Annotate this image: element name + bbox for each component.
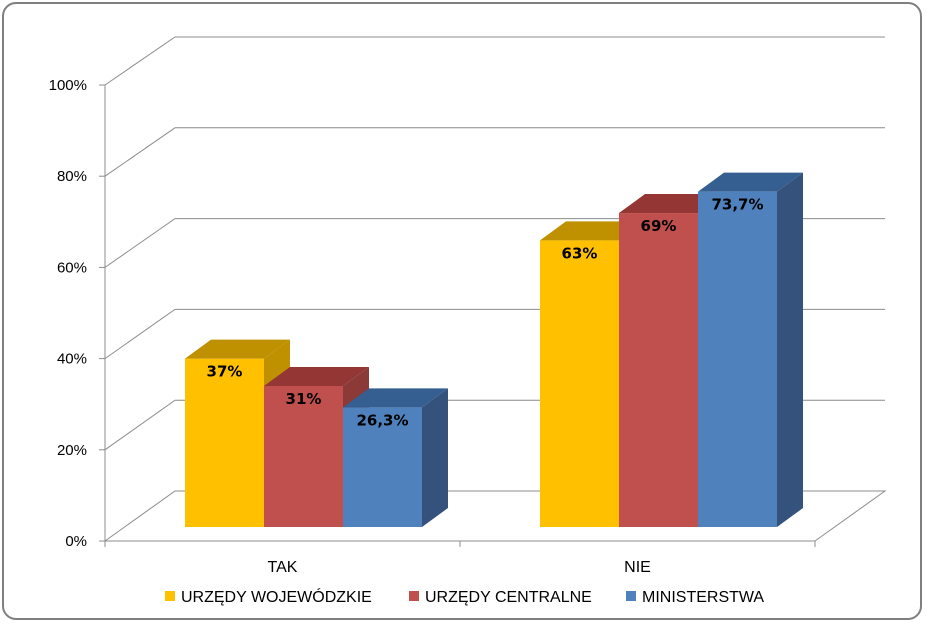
gridline [104,36,885,86]
x-axis: TAK NIE [104,540,816,576]
bar-front [343,407,422,527]
y-tick-label: 80% [57,168,87,185]
y-tick-label: 60% [57,259,87,276]
bar [343,388,448,527]
legend-item: URZĘDY CENTRALNE [409,589,592,606]
legend-label: URZĘDY WOJEWÓDZKIE [181,587,372,606]
x-category-label: TAK [268,559,298,576]
bar-front [264,385,343,527]
legend-label: MINISTERSTWA [642,589,764,606]
y-tick-label: 20% [57,442,87,459]
legend-swatch [165,591,175,601]
x-category-label: NIE [624,559,651,576]
bar-top [619,194,724,214]
floor [104,490,887,542]
bar-top [540,221,645,241]
legend-item: URZĘDY WOJEWÓDZKIE [165,587,372,606]
bar-front [698,191,777,528]
gridline [104,127,885,177]
bar-top [185,339,290,359]
data-label: 69% [641,217,677,235]
bar-side [422,388,448,527]
data-label: 26,3% [356,411,408,429]
legend-label: URZĘDY CENTRALNE [425,589,592,606]
legend: URZĘDY WOJEWÓDZKIE URZĘDY CENTRALNE MINIST… [165,587,764,606]
bar-top [343,388,448,408]
bar [698,172,803,528]
data-label: 37% [207,363,243,381]
bar-front [619,213,698,528]
y-tick-label: 40% [57,351,87,368]
y-tick-label: 0% [65,533,87,550]
bar-side [777,172,803,528]
legend-swatch [409,591,419,601]
data-labels: 37% 31% 26,3% 63% 69% 73,7% [207,196,764,430]
legend-swatch [626,591,636,601]
bar-front [185,358,264,527]
data-label: 73,7% [711,196,763,214]
y-tick-label: 100% [49,77,87,94]
bar-top [698,172,803,192]
bars [185,172,803,528]
bar-top [264,366,369,386]
bar-front [540,240,619,527]
chart-walls [104,85,887,542]
data-label: 31% [286,390,322,408]
legend-item: MINISTERSTWA [626,589,764,606]
y-axis-ticks: 0% 20% 40% 60% 80% 100% [49,77,105,550]
data-label: 63% [562,244,598,262]
